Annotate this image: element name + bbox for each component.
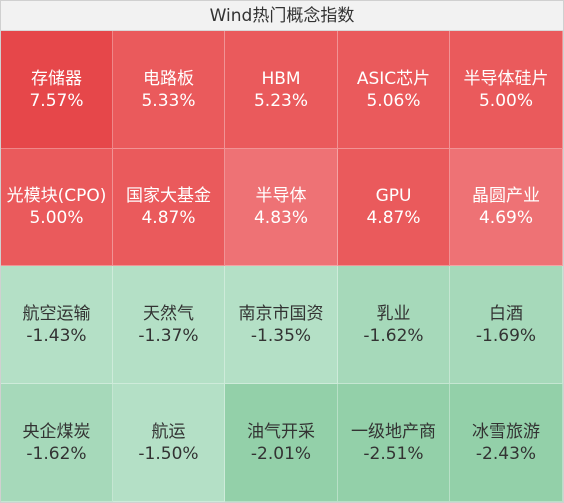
heatmap-cell: 央企煤炭 -1.62% [1,384,113,502]
chart-title: Wind热门概念指数 [1,1,563,31]
heatmap-cell: 白酒 -1.69% [450,266,563,384]
heatmap-cell: 一级地产商 -2.51% [338,384,450,502]
cell-name: 电路板 [143,68,194,89]
cell-value-label: -1.43% [26,325,87,346]
heatmap-cell: 天然气 -1.37% [113,266,225,384]
cell-name: 天然气 [143,303,194,324]
cell-name: 国家大基金 [126,186,211,206]
heatmap-cell: 光模块(CPO) 5.00% [1,149,113,266]
cell-value-label: 5.00% [478,90,533,111]
cell-name: 油气开采 [247,421,315,442]
heatmap-cell: 半导体硅片 5.00% [450,31,563,149]
cell-name: 白酒 [489,303,523,324]
cell-name: 半导体 [255,186,307,206]
cell-name: 航运 [151,421,186,442]
heatmap-cell: 冰雪旅游 -2.43% [450,384,563,502]
heatmap-cell: 国家大基金 4.87% [113,149,225,266]
heatmap-cell: GPU 4.87% [338,149,450,266]
cell-name: 晶圆产业 [472,186,540,206]
cell-value-label: 5.23% [253,90,308,111]
cell-value-label: 4.87% [141,208,196,228]
cell-name: 光模块(CPO) [6,186,107,206]
heatmap-cell: 晶圆产业 4.69% [450,149,563,266]
cell-value-label: -2.51% [363,443,424,464]
heatmap-cell: 半导体 4.83% [225,149,338,266]
cell-value-label: -1.50% [138,443,199,464]
cell-name: 航空运输 [22,303,91,324]
cell-name: 南京市国资 [238,303,324,324]
cell-name: 央企煤炭 [22,421,91,442]
cell-value-label: 4.83% [253,208,308,228]
heatmap-cell: 航空运输 -1.43% [1,266,113,384]
cell-name: 冰雪旅游 [472,421,540,442]
heatmap-cell: 电路板 5.33% [113,31,225,149]
heatmap-cell: 乳业 -1.62% [338,266,450,384]
cell-name: 半导体硅片 [463,68,549,89]
heatmap-cell: 航运 -1.50% [113,384,225,502]
cell-value-label: -1.69% [475,325,537,346]
cell-value-label: -1.37% [138,325,199,346]
cell-value-label: -1.35% [250,325,312,346]
cell-name: 存储器 [31,68,82,89]
cell-value-label: -1.62% [26,443,87,464]
cell-value-label: -1.62% [363,325,424,346]
heatmap-grid: 存储器 7.57% 电路板 5.33% HBM 5.23% ASIC芯片 5.06% 半导体硅片… [1,31,563,502]
heatmap-cell: HBM 5.23% [225,31,338,149]
cell-value-label: 4.87% [366,208,421,228]
cell-value-label: 5.00% [29,208,84,228]
heatmap-cell: 存储器 7.57% [1,31,113,149]
cell-name: GPU [375,186,412,206]
heatmap-cell: ASIC芯片 5.06% [338,31,450,149]
cell-value-label: 5.33% [141,90,196,111]
cell-value-label: 7.57% [29,90,84,111]
cell-value-label: -2.01% [250,443,312,464]
cell-value-label: 4.69% [478,208,533,228]
heatmap-cell: 油气开采 -2.01% [225,384,338,502]
cell-name: HBM [261,68,301,89]
cell-name: ASIC芯片 [356,68,431,89]
cell-value-label: 5.06% [366,90,421,111]
cell-name: 乳业 [376,303,411,324]
heatmap-cell: 南京市国资 -1.35% [225,266,338,384]
cell-value-label: -2.43% [475,443,537,464]
cell-name: 一级地产商 [351,421,436,442]
